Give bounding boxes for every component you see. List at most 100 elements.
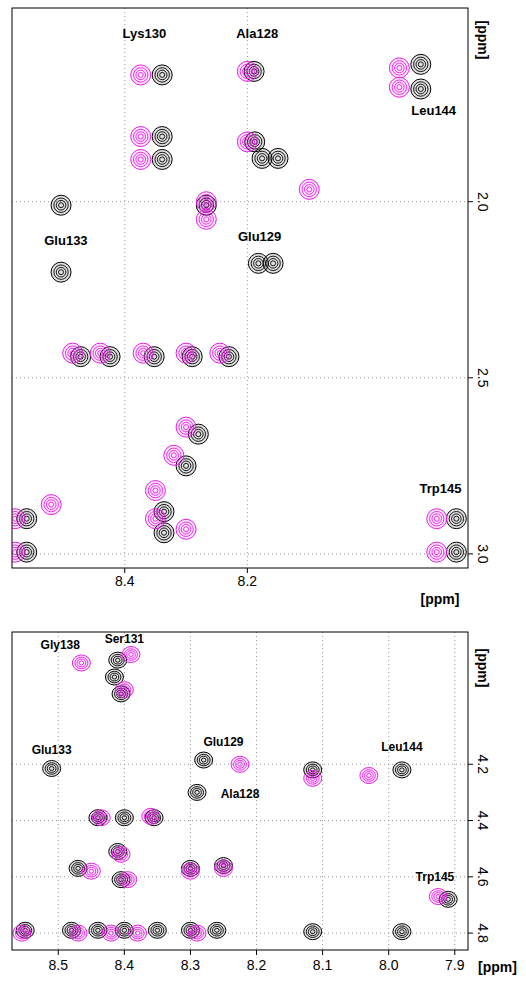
peak <box>181 863 199 879</box>
contour-ring <box>181 348 191 358</box>
contour-ring <box>159 528 169 538</box>
grid-line <box>124 8 125 568</box>
contour-ring <box>138 134 143 139</box>
peak <box>102 925 120 941</box>
y-tick-label: 2.5 <box>475 368 491 388</box>
residue-label: Gly138 <box>41 638 81 652</box>
contour-ring <box>79 661 84 665</box>
contour-ring <box>414 82 428 96</box>
contour-ring <box>240 64 254 78</box>
contour-ring <box>219 865 228 873</box>
peak <box>214 860 232 876</box>
contour-ring <box>113 656 122 664</box>
contour-ring <box>160 157 165 162</box>
contour-ring <box>171 453 176 458</box>
peak <box>210 343 230 363</box>
contour-ring <box>134 68 148 82</box>
contour-ring <box>153 488 158 493</box>
peak <box>129 925 147 941</box>
peak <box>142 808 160 824</box>
peak <box>304 924 322 940</box>
peak <box>196 192 216 212</box>
y-tick <box>468 764 473 765</box>
x-axis-title: [ppm] <box>421 591 460 607</box>
peak <box>43 760 61 776</box>
grid-line <box>58 632 59 950</box>
contour-ring <box>213 926 222 934</box>
grid-line <box>12 820 468 821</box>
contour-ring <box>184 463 189 468</box>
contour-ring <box>136 132 146 142</box>
x-tick-label: 7.9 <box>445 957 465 973</box>
contour-ring <box>12 514 20 524</box>
contour-ring <box>201 197 211 207</box>
contour-ring <box>308 928 317 936</box>
peak <box>164 445 184 465</box>
peak <box>188 925 206 941</box>
contour-ring <box>162 530 167 535</box>
contour-ring <box>430 511 444 525</box>
contour-ring <box>89 869 94 873</box>
contour-ring <box>434 550 439 555</box>
contour-ring <box>20 931 25 935</box>
contour-ring <box>157 70 167 80</box>
contour-ring <box>85 865 98 877</box>
peak <box>63 343 83 363</box>
contour-ring <box>221 866 226 870</box>
contour-ring <box>108 671 121 683</box>
contour-ring <box>119 852 124 856</box>
contour-ring <box>215 928 220 932</box>
contour-ring <box>196 432 201 437</box>
y-tick <box>468 876 473 877</box>
contour-ring <box>193 929 202 937</box>
contour-ring <box>306 773 319 785</box>
contour-ring <box>304 185 314 195</box>
contour-ring <box>155 928 160 932</box>
contour-ring <box>306 926 319 938</box>
contour-ring <box>213 346 227 360</box>
contour-ring <box>184 351 189 356</box>
contour-ring <box>418 62 423 67</box>
contour-ring <box>109 931 114 935</box>
contour-ring <box>118 684 131 696</box>
peak <box>429 889 447 905</box>
contour-ring <box>195 790 200 794</box>
contour-ring <box>157 155 167 165</box>
peak <box>133 343 153 363</box>
contour-ring <box>72 927 85 939</box>
contour-ring <box>49 502 54 507</box>
contour-ring <box>120 814 129 822</box>
contour-ring <box>136 70 146 80</box>
grid-line <box>12 377 468 378</box>
residue-label: Trp145 <box>416 870 455 884</box>
contour-ring <box>436 895 441 899</box>
contour-ring <box>136 346 150 360</box>
contour-ring <box>124 649 137 661</box>
contour-ring <box>245 69 250 74</box>
contour-ring <box>97 814 106 822</box>
x-tick-label: 8.2 <box>247 957 267 973</box>
contour-ring <box>149 814 154 818</box>
plot-frame <box>12 632 468 950</box>
residue-label: Ser131 <box>105 632 145 646</box>
contour-ring <box>179 522 193 536</box>
contour-ring <box>169 450 179 460</box>
peaks <box>12 54 466 562</box>
peak <box>360 768 378 784</box>
residue-label: Ala128 <box>221 787 260 801</box>
grid-line <box>12 553 468 554</box>
peak <box>112 846 130 862</box>
contour-ring <box>107 929 116 937</box>
peak <box>51 262 71 282</box>
peak <box>208 922 226 938</box>
series <box>17 54 467 562</box>
contour-ring <box>76 931 81 935</box>
contour-ring <box>96 928 101 932</box>
x-tick-label: 8.4 <box>115 957 135 973</box>
x-tick <box>322 950 323 955</box>
x-tick <box>124 950 125 955</box>
contour-ring <box>68 348 78 358</box>
contour-ring <box>454 516 459 521</box>
contour-ring <box>204 199 209 204</box>
contour-ring <box>191 927 204 939</box>
